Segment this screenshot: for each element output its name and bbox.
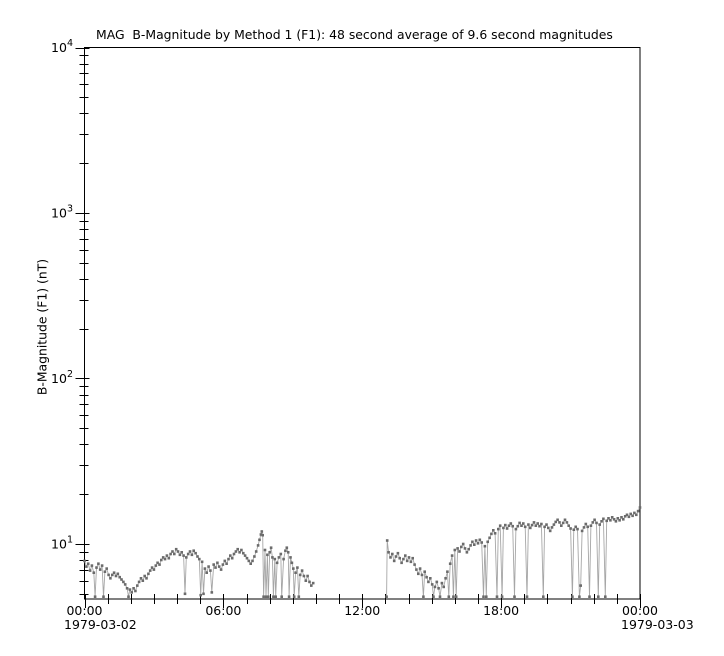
svg-text:102: 102: [51, 369, 73, 386]
data-series: [83, 506, 642, 598]
y-axis-ticks: [75, 48, 90, 595]
svg-text:06:00: 06:00: [205, 603, 241, 618]
y-axis-tick-labels: 101 102 103 104: [51, 38, 73, 551]
svg-text:101: 101: [51, 534, 73, 551]
svg-text:00:00: 00:00: [622, 603, 658, 618]
series-markers: [83, 506, 642, 598]
x-axis-ticks: [85, 594, 641, 608]
x-axis-date-right: 1979-03-03: [621, 617, 694, 632]
svg-text:103: 103: [51, 203, 73, 220]
svg-text:12:00: 12:00: [344, 603, 380, 618]
svg-text:00:00: 00:00: [66, 603, 102, 618]
x-axis-date-left: 1979-03-02: [64, 617, 137, 632]
svg-text:18:00: 18:00: [483, 603, 519, 618]
plot-frame: [84, 47, 641, 600]
x-axis-tick-labels: 00:00 06:00 12:00 18:00 00:00: [66, 603, 658, 618]
chart-title: MAG B-Magnitude by Method 1 (F1): 48 sec…: [96, 27, 613, 42]
svg-text:104: 104: [51, 38, 73, 55]
